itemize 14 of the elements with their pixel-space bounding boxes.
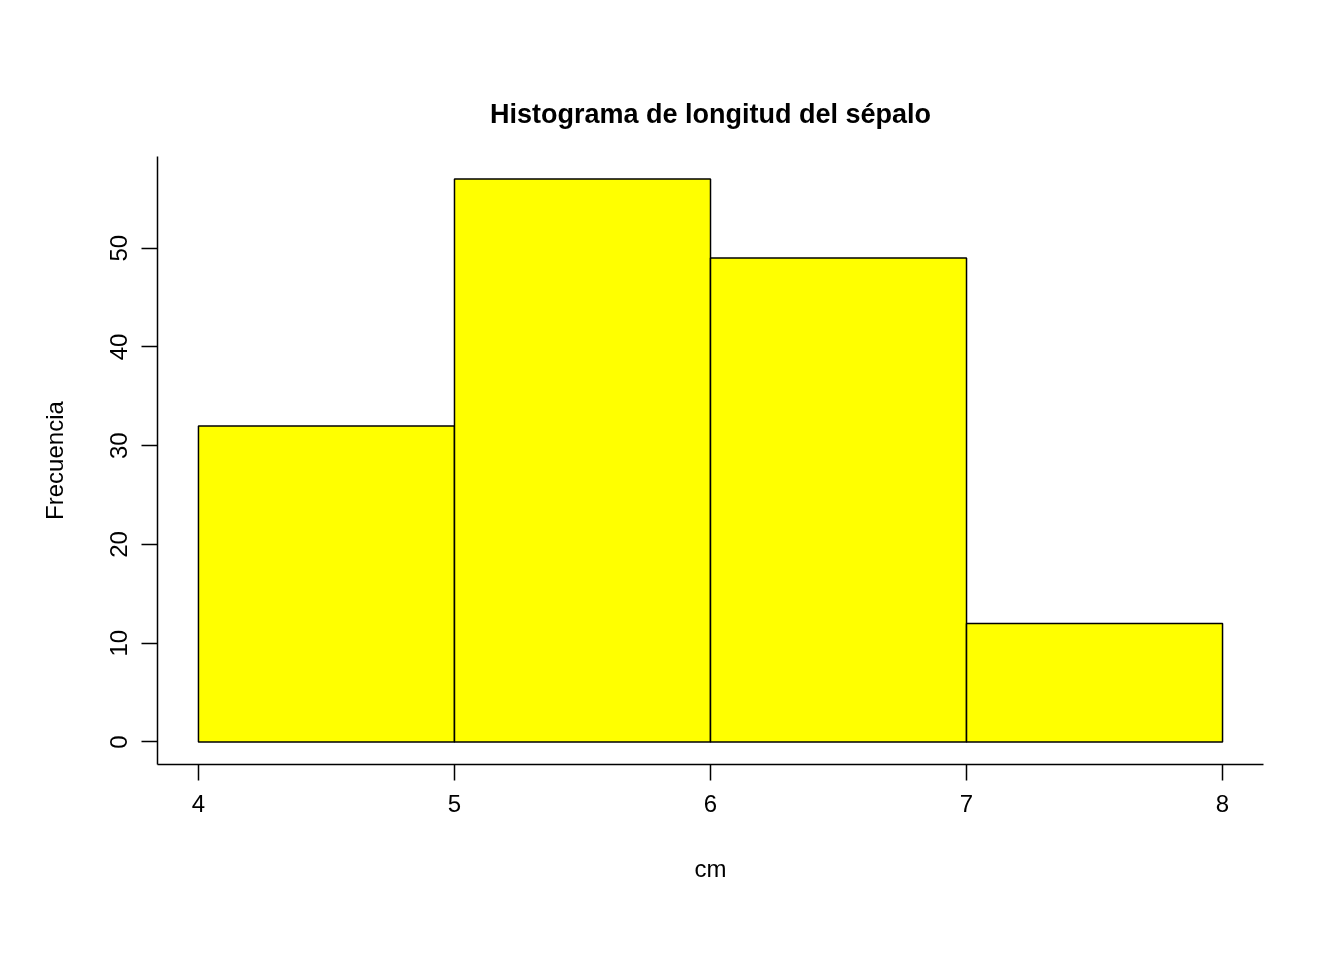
x-tick-label: 8 <box>1215 789 1230 817</box>
x-tick-label: 4 <box>191 789 206 817</box>
y-tick-label: 20 <box>105 531 133 558</box>
x-tick-label: 7 <box>959 789 974 817</box>
y-tick-label: 40 <box>105 333 133 361</box>
y-axis-title: Frecuencia <box>40 400 68 520</box>
chart-title: Histograma de longitud del sépalo <box>489 99 932 129</box>
x-tick-label: 5 <box>447 789 462 817</box>
y-tick-label: 30 <box>105 432 133 460</box>
y-tick-label: 0 <box>105 735 133 749</box>
x-tick-label: 6 <box>703 789 718 817</box>
y-tick-label: 10 <box>105 629 133 657</box>
x-axis-title: cm <box>694 854 727 882</box>
y-tick-label: 50 <box>105 234 133 262</box>
